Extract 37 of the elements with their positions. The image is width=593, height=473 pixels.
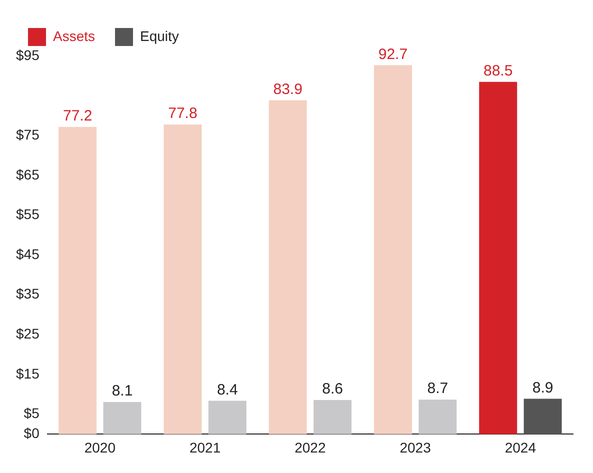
y-tick-label: $5 — [24, 405, 40, 422]
bar — [418, 400, 457, 434]
data-label: 8.4 — [216, 381, 238, 398]
bar — [103, 402, 142, 434]
bar — [314, 400, 352, 434]
data-label: 77.8 — [168, 105, 198, 122]
x-tick-label: 2023 — [400, 439, 432, 456]
x-tick-label: 2020 — [84, 439, 116, 456]
y-tick-label: $25 — [16, 326, 40, 342]
x-tick-label: 2021 — [189, 439, 221, 456]
x-tick-label: 2024 — [504, 439, 536, 456]
y-tick-label: $65 — [16, 166, 40, 182]
bar — [268, 100, 307, 434]
data-label: 8.1 — [112, 382, 133, 400]
bar — [208, 400, 246, 434]
y-tick-label: $35 — [16, 286, 40, 302]
y-tick-label: $0 — [24, 425, 40, 442]
data-label: 8.7 — [427, 380, 448, 398]
data-label: 88.5 — [483, 62, 513, 80]
data-label: 92.7 — [378, 46, 408, 63]
bar — [374, 65, 412, 434]
bar — [164, 124, 202, 434]
data-label: 8.9 — [532, 379, 554, 396]
y-tick-label: $55 — [16, 206, 40, 222]
legend-label: Equity — [140, 28, 179, 44]
y-tick-label: $75 — [16, 126, 40, 142]
bar — [479, 82, 518, 434]
bar — [58, 126, 97, 434]
legend-label: Assets — [53, 28, 96, 44]
y-tick-label: $15 — [16, 365, 40, 382]
data-label: 83.9 — [273, 80, 302, 98]
data-label: 77.2 — [62, 108, 92, 125]
data-label: 8.6 — [322, 380, 343, 398]
y-tick-label: $45 — [16, 246, 40, 262]
bar — [524, 398, 562, 434]
x-tick-label: 2022 — [294, 439, 326, 456]
y-tick-label: $95 — [16, 46, 40, 63]
